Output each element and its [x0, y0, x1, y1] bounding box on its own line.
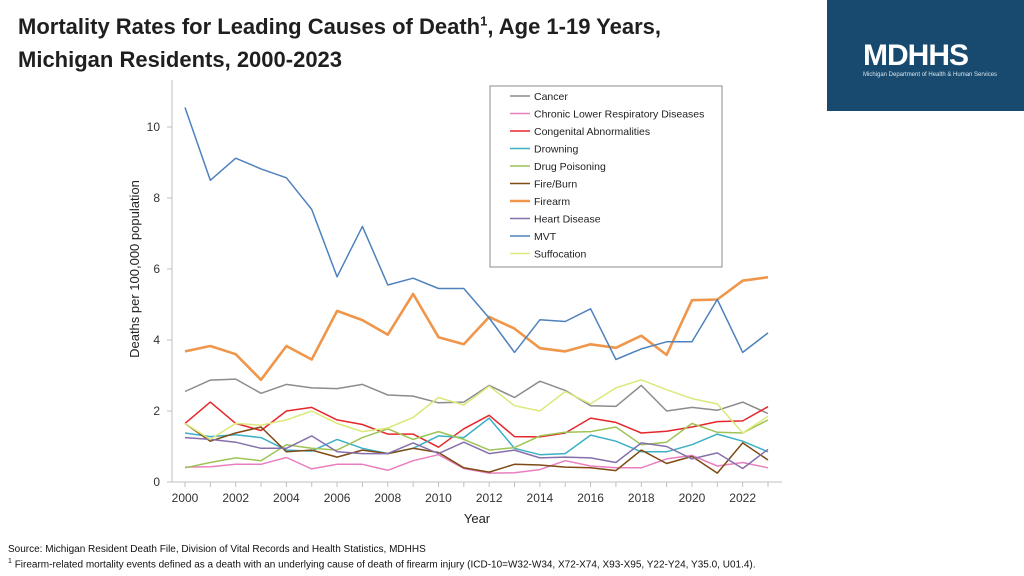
- y-axis-label: Deaths per 100,000 population: [127, 180, 142, 358]
- y-tick-label: 4: [153, 333, 160, 347]
- series-line-cancer: [184, 378, 769, 415]
- x-tick-label: 2006: [324, 491, 351, 505]
- y-tick-label: 10: [147, 120, 161, 134]
- logo-text: MDHHS: [863, 39, 969, 72]
- x-axis-label: Year: [464, 511, 491, 526]
- chart-axes: 0 2 4 6 8 10 2000 2002 2004 2006 2008 2010 2012 2014 2…: [127, 80, 782, 526]
- x-tick-label: 2012: [476, 491, 503, 505]
- chart-title: Mortality Rates for Leading Causes of De…: [18, 10, 808, 76]
- chart-legend: Cancer Chronic Lower Respiratory Diseases…: [489, 85, 723, 268]
- footer-source: Source: Michigan Resident Death File, Di…: [8, 544, 426, 555]
- y-tick-label: 0: [153, 475, 160, 489]
- legend-label-suffocation: Suffocation: [534, 249, 587, 261]
- series-line-firearm: [184, 275, 769, 382]
- legend-label-firearm: Firearm: [534, 196, 570, 208]
- footer-note: 1 Firearm-related mortality events defin…: [8, 558, 756, 570]
- series-line-suffocation: [184, 379, 769, 441]
- title-line-1: Mortality Rates for Leading Causes of De…: [18, 10, 808, 43]
- x-tick-label: 2010: [425, 491, 452, 505]
- legend-label-congenital-abnormalities: Congenital Abnormalities: [534, 126, 650, 138]
- series-line-heart-disease: [184, 435, 769, 470]
- legend-label-mvt: MVT: [534, 231, 557, 243]
- x-tick-label: 2004: [273, 491, 300, 505]
- chart-lines: [184, 107, 769, 474]
- logo-tagline: Michigan Department of Health & Human Se…: [863, 72, 998, 78]
- footer-note-text: Firearm-related mortality events defined…: [14, 559, 756, 571]
- x-tick-label: 2000: [172, 491, 199, 505]
- series-line-mvt: [184, 107, 769, 361]
- y-tick-label: 6: [153, 262, 160, 276]
- title-line-1-prefix: Mortality Rates for Leading Causes of De…: [18, 14, 481, 39]
- x-tick-label: 2020: [679, 491, 706, 505]
- x-tick-label: 2016: [577, 491, 604, 505]
- legend-label-cancer: Cancer: [534, 91, 568, 103]
- x-tick-label: 2002: [222, 491, 249, 505]
- series-line-drowning: [184, 417, 769, 456]
- x-tick-label: 2014: [527, 491, 554, 505]
- x-tick-label: 2008: [374, 491, 401, 505]
- legend-label-chronic-lower-respiratory-diseases: Chronic Lower Respiratory Diseases: [534, 109, 704, 121]
- series-line-congenital-abnormalities: [184, 401, 769, 448]
- legend-box: [489, 85, 723, 268]
- legend-label-drug-poisoning: Drug Poisoning: [534, 161, 606, 173]
- series-line-chronic-lower-respiratory-diseases: [184, 453, 769, 474]
- legend-label-heart-disease: Heart Disease: [534, 214, 601, 226]
- mdhhs-logo: MDHHS Michigan Department of Health & Hu…: [827, 0, 1024, 111]
- legend-label-fire-burn: Fire/Burn: [534, 179, 577, 191]
- title-line-2: Michigan Residents, 2000-2023: [18, 47, 343, 72]
- legend-label-drowning: Drowning: [534, 144, 579, 156]
- x-tick-label: 2018: [628, 491, 655, 505]
- title-line-1-suffix: , Age 1-19 Years,: [487, 14, 661, 39]
- x-tick-label: 2022: [729, 491, 756, 505]
- footer-note-superscript: 1: [8, 558, 12, 565]
- y-tick-label: 8: [153, 191, 160, 205]
- y-tick-label: 2: [153, 404, 160, 418]
- title-superscript: 1: [480, 13, 488, 29]
